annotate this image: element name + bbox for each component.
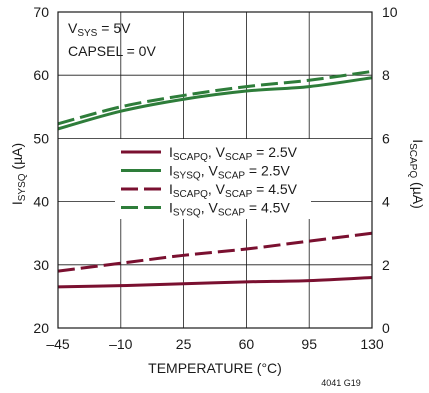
x-axis-label: TEMPERATURE (°C) xyxy=(148,360,282,376)
y-left-axis-label: ISYSQ (µA) xyxy=(9,143,28,205)
y-right-tick-label: 6 xyxy=(382,130,390,146)
x-tick-label: 60 xyxy=(239,336,255,352)
annotation-vsys: VSYS = 5V xyxy=(68,20,131,39)
series-lines xyxy=(57,69,373,289)
y-left-tick-label: 70 xyxy=(33,4,49,20)
y-right-tick-label: 8 xyxy=(382,67,390,83)
y-left-tick-label: 50 xyxy=(33,130,49,146)
legend-label-4: ISYSQ, VSCAP = 4.5V xyxy=(169,200,290,219)
plot-frame xyxy=(57,11,373,329)
figure-id: 4041 G19 xyxy=(321,378,361,388)
tick-labels: 20 30 40 50 60 70 0 2 4 6 8 10 –45 –10 25 60 95 130 xyxy=(33,4,397,352)
series-line-2 xyxy=(57,76,373,131)
x-tick-label: 95 xyxy=(301,336,317,352)
y-left-tick-label: 30 xyxy=(33,257,49,273)
y-right-tick-label: 0 xyxy=(382,320,390,336)
y-left-tick-label: 40 xyxy=(33,194,49,210)
x-tick-label: 130 xyxy=(360,336,384,352)
x-tick-label: –10 xyxy=(109,336,133,352)
y-right-axis-label: ISCAPQ (µA) xyxy=(407,139,426,209)
legend-label-1: ISCAPQ, VSCAP = 2.5V xyxy=(169,144,298,163)
axis-labels: TEMPERATURE (°C) ISYSQ (µA) ISCAPQ (µA) VSY… xyxy=(9,20,426,388)
y-right-tick-label: 4 xyxy=(382,194,390,210)
legend-label-3: ISCAPQ, VSCAP = 4.5V xyxy=(169,181,298,200)
series-line-4 xyxy=(57,69,373,126)
series-line-1 xyxy=(57,275,373,289)
x-tick-label: 25 xyxy=(176,336,192,352)
annotation-capsel: CAPSEL = 0V xyxy=(68,43,156,59)
y-right-tick-label: 2 xyxy=(382,257,390,273)
y-left-tick-label: 60 xyxy=(33,67,49,83)
legend-label-2: ISYSQ, VSCAP = 2.5V xyxy=(169,163,290,182)
x-tick-label: –45 xyxy=(46,336,70,352)
series-line-3 xyxy=(57,231,373,273)
y-left-tick-label: 20 xyxy=(33,320,49,336)
y-right-tick-label: 10 xyxy=(382,4,398,20)
